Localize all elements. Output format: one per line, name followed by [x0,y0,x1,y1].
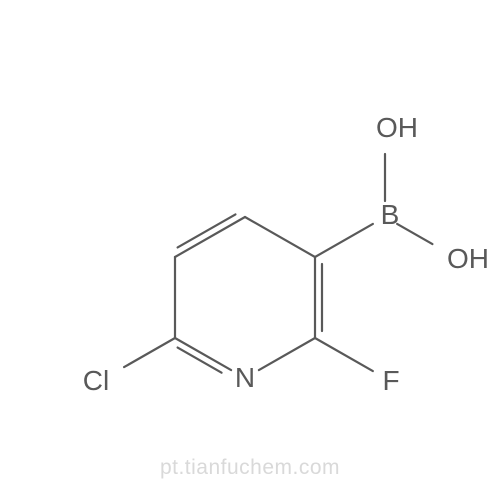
atom-label-f: F [382,365,399,397]
atom-label-cl: Cl [83,365,109,397]
watermark-text: pt.tianfuchem.com [160,456,340,480]
atom-label-n: N [235,362,255,394]
atom-label-oh1: OH [376,112,418,144]
structure-canvas: N F Cl B OH OH pt.tianfuchem.com [0,0,500,500]
bond-layer [0,0,500,500]
atom-label-oh2: OH [447,243,489,275]
atom-label-b: B [381,199,400,231]
